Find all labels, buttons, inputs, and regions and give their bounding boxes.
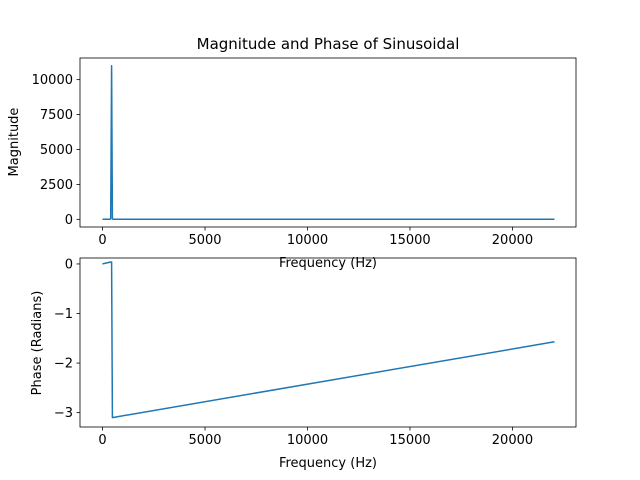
phase-x-tick-label: 0	[98, 433, 106, 448]
magnitude-series-line	[102, 64, 555, 221]
magnitude-y-tick-label: 5000	[40, 143, 73, 158]
phase-y-tick-label: −1	[54, 307, 73, 322]
phase-x-tick-label: 15000	[389, 433, 430, 448]
phase-plot: 0 5000 10000 15000 20000 0 −1 −2 −3	[54, 257, 577, 448]
magnitude-x-tick-label: 0	[98, 233, 106, 248]
phase-series-line	[102, 261, 555, 419]
phase-x-tick-label: 10000	[287, 433, 328, 448]
magnitude-x-tick-label: 20000	[492, 233, 533, 248]
phase-y-tick-label: −3	[54, 406, 73, 421]
phase-y-tick-label: −2	[54, 357, 73, 372]
magnitude-x-tick-label: 15000	[389, 233, 430, 248]
chart-title: Magnitude and Phase of Sinusoidal	[197, 35, 460, 53]
phase-x-tick-label: 20000	[492, 433, 533, 448]
phase-x-axis-label: Frequency (Hz)	[279, 456, 377, 471]
magnitude-axes-frame	[79, 57, 577, 228]
magnitude-x-tick-label: 5000	[188, 233, 221, 248]
phase-axes-frame	[79, 257, 577, 428]
magnitude-y-axis-label: Magnitude	[7, 108, 22, 177]
magnitude-y-tick-label: 2500	[40, 178, 73, 193]
magnitude-x-axis-label: Frequency (Hz)	[279, 256, 377, 271]
magnitude-y-tick-label: 0	[65, 213, 73, 228]
magnitude-x-tick-label: 10000	[287, 233, 328, 248]
phase-x-tick-label: 5000	[188, 433, 221, 448]
phase-y-tick-label: 0	[65, 257, 73, 272]
phase-y-axis-label: Phase (Radians)	[30, 291, 45, 396]
magnitude-y-tick-label: 7500	[40, 108, 73, 123]
magnitude-y-tick-label: 10000	[32, 73, 73, 88]
magnitude-plot: 0 5000 10000 15000 20000 0 2500 5000 7500 10000	[32, 57, 577, 248]
